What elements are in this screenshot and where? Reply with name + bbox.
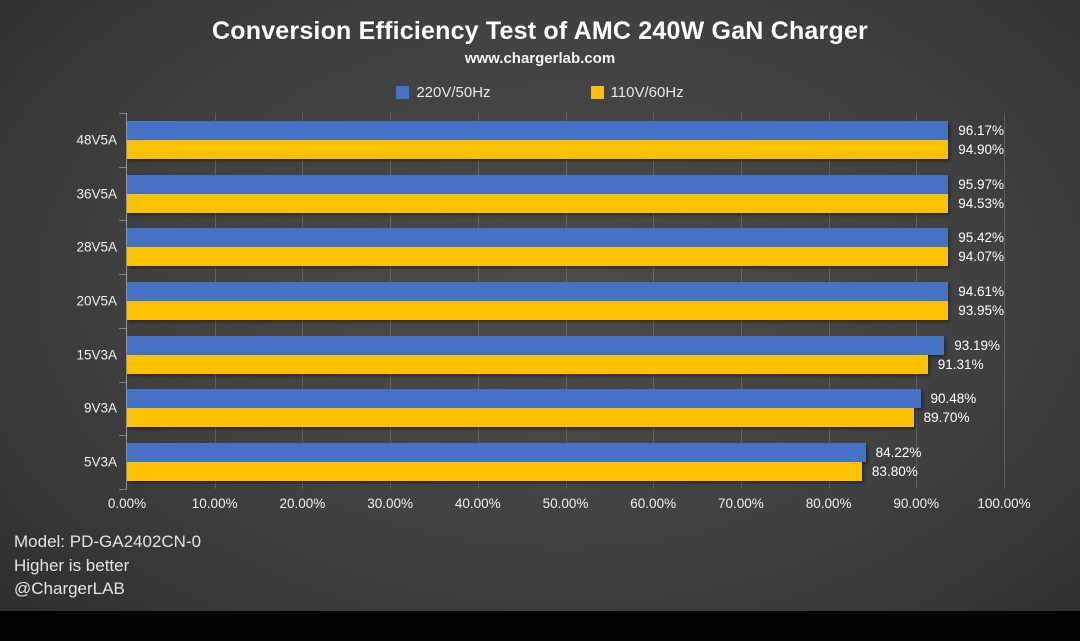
bar-line: 89.70% <box>127 408 1004 428</box>
bar-line: 96.17% <box>127 120 1004 140</box>
bar-220V/50Hz <box>127 228 949 248</box>
bar-line: 91.31% <box>127 354 1004 374</box>
bar-line: 94.90% <box>127 139 1004 159</box>
x-tick-label: 80.00% <box>805 496 852 511</box>
bar-110V/60Hz <box>127 408 914 428</box>
bar-220V/50Hz <box>127 120 949 140</box>
x-tick-label: 10.00% <box>191 496 238 511</box>
bar-line: 93.19% <box>127 335 1004 355</box>
bar-line: 94.53% <box>127 193 1004 213</box>
bar-group: 15V3A 93.19% 91.31% <box>76 328 1004 382</box>
legend-label-110v: 110V/60Hz <box>610 84 684 101</box>
bar-line: 93.95% <box>127 301 1004 321</box>
chart-subtitle: www.chargerlab.com <box>464 50 616 67</box>
legend-label-220v: 220V/50Hz <box>416 84 491 101</box>
legend-item-110v: 110V/60Hz <box>590 84 684 101</box>
category-label: 28V5A <box>76 239 117 255</box>
category-label: 5V3A <box>83 454 117 470</box>
bar-line: 90.48% <box>127 389 1004 409</box>
bar-110V/60Hz <box>127 193 949 213</box>
y-axis-tick <box>119 489 127 490</box>
y-axis-tick <box>119 274 127 276</box>
category-label: 48V5A <box>76 132 117 148</box>
value-label: 83.80% <box>871 464 918 480</box>
value-label: 96.17% <box>958 122 1004 138</box>
bar-220V/50Hz <box>127 389 921 409</box>
bar-220V/50Hz <box>127 335 945 355</box>
category-label: 9V3A <box>83 400 117 416</box>
bar-group: 5V3A 84.22% 83.80% <box>84 435 1004 489</box>
footer-credit: @ChargerLAB <box>14 579 125 598</box>
bar-110V/60Hz <box>127 354 928 374</box>
y-axis-tick <box>119 381 127 383</box>
y-axis-tick <box>119 327 127 329</box>
value-label: 84.22% <box>875 445 922 461</box>
x-tick-label: 60.00% <box>630 496 677 511</box>
bar-group: 20V5A 94.61% 93.95% <box>76 274 1004 328</box>
category-label: 36V5A <box>76 186 117 202</box>
x-axis-labels: 0.00% 10.00% 20.00% 30.00% 40.00% 50.00% 60.00… <box>108 489 1031 515</box>
y-axis-tick <box>119 113 127 114</box>
value-label: 93.19% <box>954 337 1001 353</box>
footer-note: Higher is better <box>14 555 130 575</box>
value-label: 94.90% <box>958 141 1004 157</box>
footer-model: Model: PD-GA2402CN-0 <box>14 532 202 551</box>
bar-line: 95.42% <box>127 228 1004 248</box>
y-axis-tick <box>119 435 127 437</box>
legend: 220V/50Hz 110V/60Hz <box>0 84 1080 101</box>
legend-swatch-yellow-icon <box>590 86 604 99</box>
category-label: 20V5A <box>76 293 117 309</box>
x-tick-label: 70.00% <box>717 496 764 511</box>
bar-rows: 48V5A 96.17% 94.90% 36V5A 95.97% 94.53% 28V5A 9… <box>76 113 1004 489</box>
bar-line: 94.07% <box>127 247 1004 267</box>
y-axis-tick <box>119 220 127 222</box>
legend-item-220v: 220V/50Hz <box>396 84 491 101</box>
x-tick-label: 20.00% <box>279 496 326 511</box>
x-tick-label: 100.00% <box>977 496 1031 511</box>
value-label: 91.31% <box>937 356 984 372</box>
x-tick-label: 40.00% <box>454 496 501 511</box>
bar-line: 84.22% <box>127 443 1004 463</box>
value-label: 95.97% <box>958 176 1004 192</box>
x-tick-label: 90.00% <box>893 496 940 511</box>
bar-group: 36V5A 95.97% 94.53% <box>76 167 1004 221</box>
chart-title: Conversion Efficiency Test of AMC 240W G… <box>212 17 868 45</box>
bar-110V/60Hz <box>127 247 949 267</box>
value-label: 94.53% <box>958 195 1004 211</box>
footer-notes: Model: PD-GA2402CN-0 Higher is better @C… <box>14 530 201 601</box>
bar-line: 95.97% <box>127 174 1004 194</box>
value-label: 93.95% <box>958 303 1004 319</box>
bar-110V/60Hz <box>127 139 949 159</box>
x-tick-label: 30.00% <box>367 496 413 511</box>
bar-line: 83.80% <box>127 462 1004 482</box>
bar-220V/50Hz <box>127 174 949 194</box>
bar-220V/50Hz <box>127 443 866 463</box>
bottom-letterbox-bar <box>0 611 1080 641</box>
bar-110V/60Hz <box>127 301 949 321</box>
bar-220V/50Hz <box>127 282 949 302</box>
value-label: 95.42% <box>958 230 1004 246</box>
category-label: 15V3A <box>76 347 117 363</box>
value-label: 90.48% <box>930 391 977 407</box>
y-axis-tick <box>119 166 127 168</box>
legend-swatch-blue-icon <box>396 86 410 99</box>
x-tick-label: 50.00% <box>542 496 589 511</box>
bar-group: 48V5A 96.17% 94.90% <box>76 113 1004 167</box>
gridline <box>1004 113 1005 489</box>
plot-area: 48V5A 96.17% 94.90% 36V5A 95.97% 94.53% 28V5A 9… <box>76 113 1031 511</box>
bar-group: 9V3A 90.48% 89.70% <box>84 382 1004 436</box>
bar-group: 28V5A 95.42% 94.07% <box>76 220 1004 274</box>
value-label: 89.70% <box>923 410 970 426</box>
bar-110V/60Hz <box>127 462 862 482</box>
bar-line: 94.61% <box>127 282 1004 302</box>
x-tick-label: 0.00% <box>107 496 147 511</box>
value-label: 94.61% <box>958 284 1004 300</box>
value-label: 94.07% <box>958 249 1004 265</box>
